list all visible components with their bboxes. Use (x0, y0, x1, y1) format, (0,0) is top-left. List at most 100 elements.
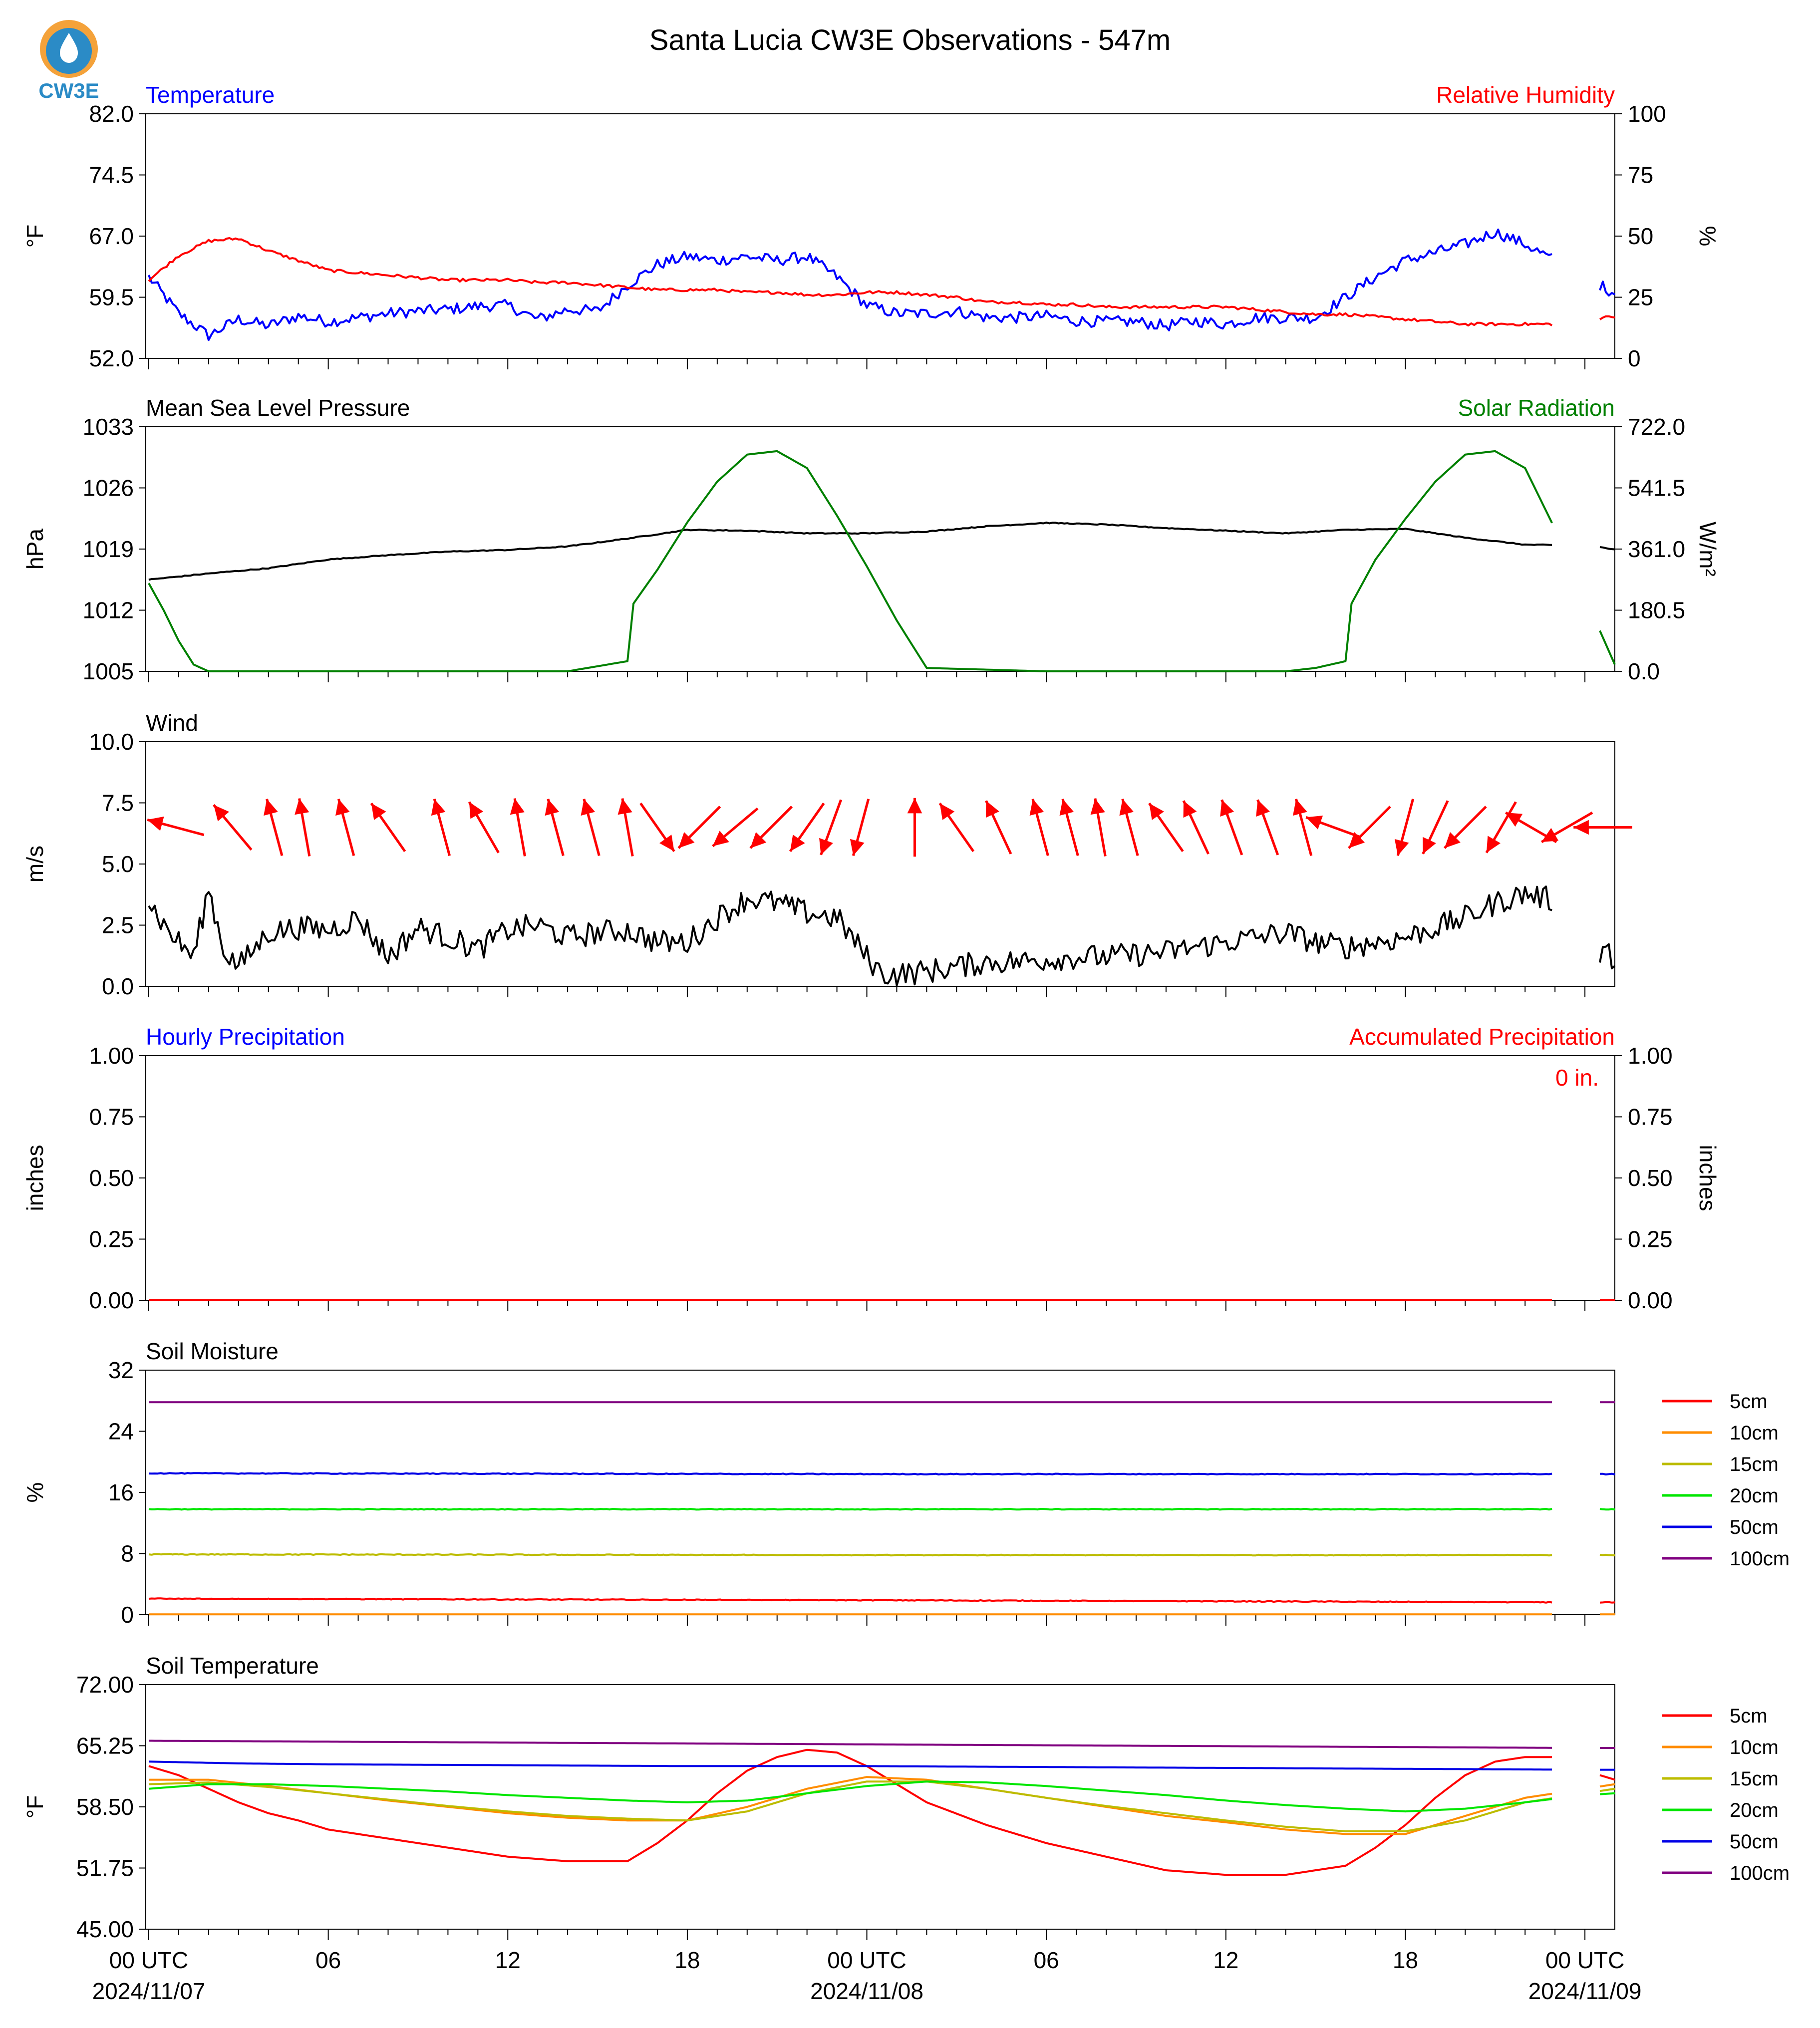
wind-barb (1119, 799, 1139, 856)
y-tick-label: 74.5 (89, 162, 134, 188)
series-line (148, 521, 1552, 581)
wind-barb-head (1059, 799, 1074, 816)
wind-barb-head (1119, 799, 1134, 816)
x-tick-label: 18 (1393, 1947, 1418, 1973)
panel-temp_rh: Temperature Relative Humidity 82.0 74.5 67.0… (22, 82, 1721, 371)
wind-barb (1422, 800, 1449, 855)
y-axis-label: hPa (22, 529, 48, 570)
wind-barb-head (1423, 837, 1436, 854)
y-tick-label-right: 100 (1628, 101, 1666, 127)
y-tick-label: 45.00 (76, 1916, 134, 1942)
series-line (1599, 315, 1615, 320)
plot-frame (145, 1684, 1615, 1930)
y-tick-label: 24 (108, 1419, 134, 1445)
y-tick-label: 0.0 (102, 973, 134, 999)
series-line (148, 450, 1553, 672)
series-line (148, 1748, 1552, 1876)
y-tick-label: 0.75 (89, 1104, 134, 1130)
wind-barb-head (1444, 832, 1461, 849)
y-tick-label: 59.5 (89, 285, 134, 310)
y-tick-label-right: 50 (1628, 223, 1653, 249)
y-tick-label: 82.0 (89, 101, 134, 127)
plot-frame (145, 113, 1615, 359)
y-axis-label: m/s (22, 846, 48, 882)
wind-barb (985, 800, 1012, 855)
y-tick-label: 1026 (83, 475, 134, 501)
y-tick-label: 0.00 (89, 1287, 134, 1313)
wind-barb-head (1183, 801, 1197, 818)
x-date-label: 2024/11/09 (1528, 1978, 1642, 2004)
panel-wind: Wind 10.0 7.5 5.0 2.5 0.0 m/s (22, 710, 1632, 999)
y-tick-label: 52.0 (89, 345, 134, 371)
series-line (148, 228, 1552, 341)
y-tick-label: 0.25 (89, 1226, 134, 1252)
wind-barb-head (819, 838, 833, 855)
plot-frame (145, 741, 1615, 987)
panel-title-right: Relative Humidity (1436, 82, 1615, 108)
y-axis-label-right: inches (1695, 1145, 1721, 1211)
wind-barb (1220, 799, 1243, 856)
y-tick-label: 32 (108, 1357, 134, 1383)
series-line (148, 237, 1553, 327)
wind-barb-head (1506, 813, 1523, 827)
y-tick-label: 16 (108, 1479, 134, 1505)
wind-barb (431, 799, 451, 856)
wind-barb-head (1029, 799, 1044, 816)
panel-title: Mean Sea Level Pressure (146, 395, 410, 421)
y-tick-label-right: 0 (1628, 345, 1641, 371)
series-line (1599, 1774, 1615, 1781)
wind-barb (264, 799, 284, 856)
wind-barb-head (1541, 828, 1559, 842)
wind-barb (789, 802, 825, 853)
y-tick-label: 7.5 (102, 790, 134, 816)
x-tick-label: 00 UTC (109, 1947, 188, 1973)
wind-barb (907, 798, 922, 857)
legend-label: 10cm (1730, 1737, 1779, 1758)
wind-barb (213, 804, 253, 851)
y-axis-label: °F (22, 225, 48, 248)
wind-barb (581, 799, 601, 856)
panel-title: Soil Temperature (146, 1653, 319, 1679)
series-line (1599, 630, 1616, 665)
wind-barb (1256, 799, 1279, 856)
y-tick-label-right: 722.0 (1628, 414, 1685, 440)
panel-pressure_solar: Mean Sea Level Pressure Solar Radiation 10… (22, 395, 1721, 684)
legend-label: 100cm (1730, 1548, 1790, 1570)
wind-barb-head (469, 802, 484, 819)
series-line (148, 1780, 1552, 1832)
page-title: Santa Lucia CW3E Observations - 547m (649, 24, 1171, 56)
legend-label: 50cm (1730, 1831, 1779, 1853)
wind-barb-head (1293, 799, 1307, 816)
panel-title: Wind (146, 710, 198, 736)
series-line (148, 1507, 1552, 1511)
wind-barb (1394, 799, 1415, 856)
y-tick-label: 8 (121, 1541, 134, 1567)
wind-barb-head (545, 799, 560, 816)
y-tick-label: 10.0 (89, 729, 134, 755)
y-tick-label-right: 0.25 (1628, 1226, 1673, 1252)
wind-barb-head (790, 835, 805, 852)
panels: Temperature Relative Humidity 82.0 74.5 67.0… (22, 82, 1790, 2004)
wind-barb-head (214, 805, 230, 822)
legend: 5cm 10cm 15cm 20cm 50cm 100cm (1662, 1705, 1790, 1884)
y-tick-label: 67.0 (89, 223, 134, 249)
legend-label: 100cm (1730, 1862, 1790, 1884)
wind-barb (617, 798, 634, 857)
x-tick-label: 12 (1213, 1947, 1238, 1973)
series-line (148, 885, 1552, 986)
wind-barb (712, 807, 759, 848)
x-tick-label: 18 (674, 1947, 700, 1973)
x-tick-label: 00 UTC (1545, 1947, 1624, 1973)
wind-barb (1182, 800, 1210, 855)
wind-barb (295, 798, 311, 857)
series-line (148, 1553, 1552, 1557)
y-tick-label: 1.00 (89, 1043, 134, 1069)
y-tick-label-right: 361.0 (1628, 536, 1685, 562)
wind-barb-head (985, 801, 999, 818)
y-axis-label: inches (22, 1145, 48, 1211)
legend-label: 15cm (1730, 1453, 1779, 1475)
wind-barb (370, 802, 406, 853)
y-tick-label: 2.5 (102, 912, 134, 938)
wind-barb (468, 801, 500, 854)
